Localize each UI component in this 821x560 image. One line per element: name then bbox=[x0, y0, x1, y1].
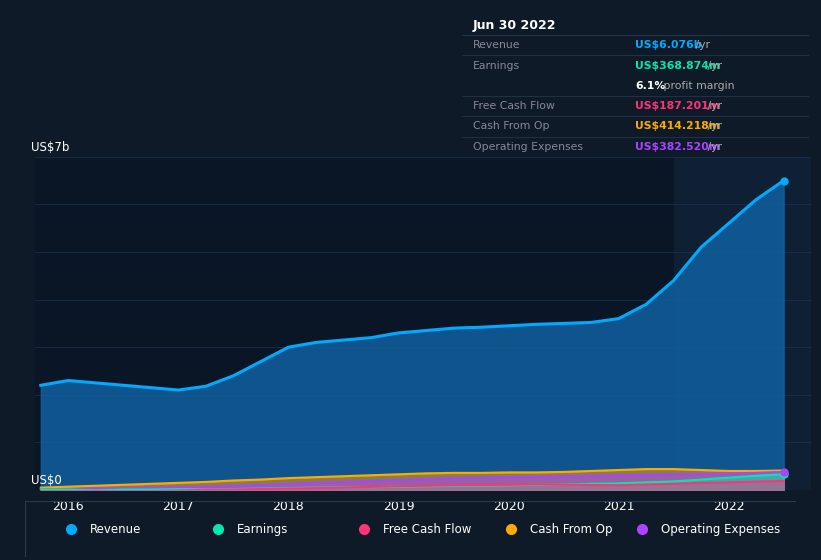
Text: profit margin: profit margin bbox=[660, 81, 735, 91]
Text: US$382.520m: US$382.520m bbox=[635, 142, 721, 152]
Text: US$187.201m: US$187.201m bbox=[635, 101, 720, 111]
Text: Jun 30 2022: Jun 30 2022 bbox=[473, 19, 556, 32]
Text: Earnings: Earnings bbox=[237, 522, 288, 536]
Text: Free Cash Flow: Free Cash Flow bbox=[383, 522, 472, 536]
Text: Free Cash Flow: Free Cash Flow bbox=[473, 101, 554, 111]
Text: 6.1%: 6.1% bbox=[635, 81, 666, 91]
Text: US$368.874m: US$368.874m bbox=[635, 60, 721, 71]
Text: /yr: /yr bbox=[704, 60, 722, 71]
Text: /yr: /yr bbox=[691, 40, 709, 50]
Text: US$6.076b: US$6.076b bbox=[635, 40, 702, 50]
Text: /yr: /yr bbox=[704, 142, 722, 152]
Text: Revenue: Revenue bbox=[90, 522, 141, 536]
Text: Cash From Op: Cash From Op bbox=[473, 122, 549, 132]
Text: Earnings: Earnings bbox=[473, 60, 520, 71]
Text: US$0: US$0 bbox=[31, 474, 62, 487]
Text: Revenue: Revenue bbox=[473, 40, 521, 50]
Text: Cash From Op: Cash From Op bbox=[530, 522, 612, 536]
Text: /yr: /yr bbox=[704, 122, 722, 132]
Text: US$7b: US$7b bbox=[31, 141, 70, 154]
Text: US$414.218m: US$414.218m bbox=[635, 122, 721, 132]
Text: /yr: /yr bbox=[704, 101, 722, 111]
Bar bbox=[673, 157, 811, 490]
Text: Operating Expenses: Operating Expenses bbox=[473, 142, 583, 152]
Text: Operating Expenses: Operating Expenses bbox=[662, 522, 781, 536]
